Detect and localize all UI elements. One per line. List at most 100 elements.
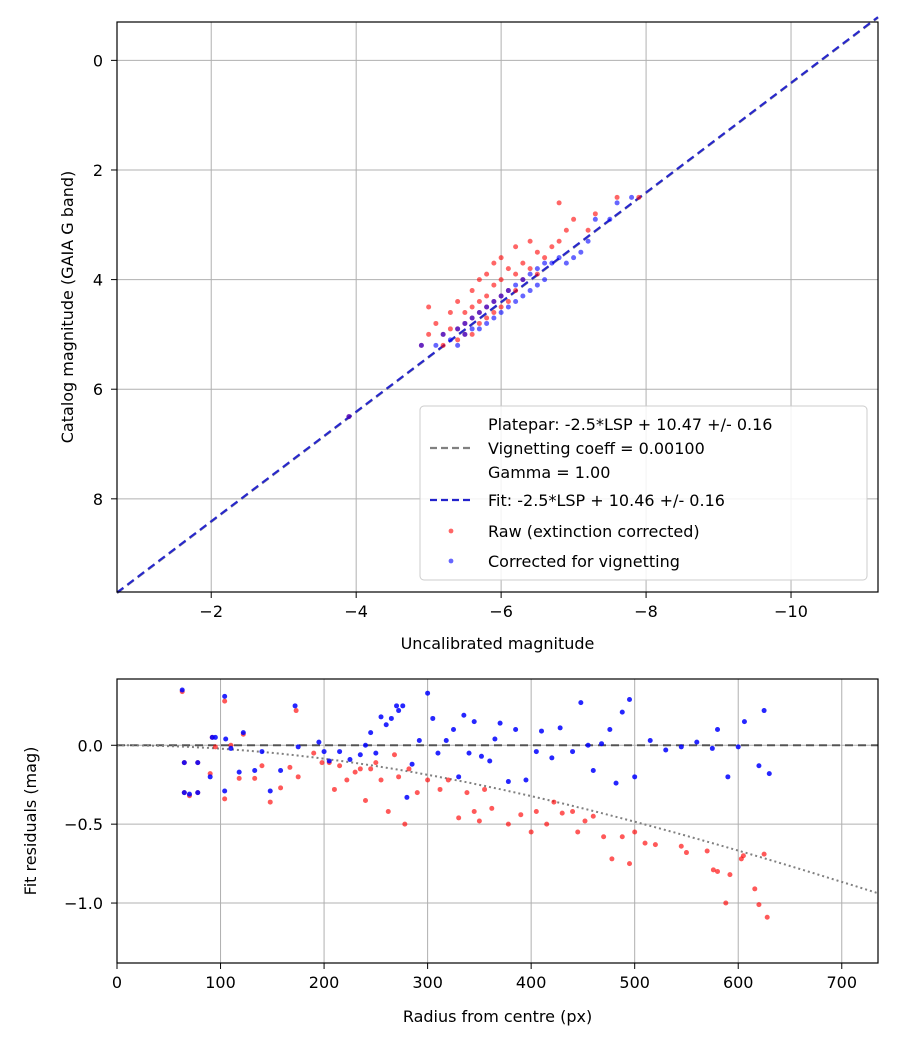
raw-residual-point bbox=[756, 902, 762, 908]
top-lines bbox=[116, 16, 879, 594]
raw-residual-point bbox=[609, 856, 615, 862]
top-y-tick-label: 2 bbox=[93, 161, 103, 180]
bottom-x-tick-label: 200 bbox=[309, 973, 340, 992]
bottom-panel: 0 100 200 300 400 500 600 700 0.0 −0.5 −1.0 Radius… bbox=[21, 678, 879, 1026]
corrected-residual-point bbox=[373, 750, 379, 756]
corrected-residual-point bbox=[357, 752, 363, 758]
corrected-residual-point bbox=[394, 703, 400, 709]
corrected-residual-point bbox=[267, 788, 273, 794]
raw-point bbox=[498, 277, 504, 283]
bottom-x-axis-label: Radius from centre (px) bbox=[403, 1007, 592, 1026]
raw-residual-point bbox=[482, 786, 488, 792]
corrected-residual-point bbox=[259, 749, 265, 755]
bottom-x-tick-label: 400 bbox=[516, 973, 547, 992]
corrected-residual-point bbox=[456, 774, 462, 780]
corrected-point bbox=[433, 342, 439, 348]
corrected-residual-point bbox=[443, 738, 449, 744]
raw-residual-point bbox=[368, 766, 374, 772]
raw-residual-point bbox=[391, 752, 397, 758]
raw-point bbox=[469, 331, 475, 337]
corrected-residual-point bbox=[599, 741, 605, 747]
raw-residual-point bbox=[570, 809, 576, 815]
raw-point bbox=[614, 194, 620, 200]
raw-point bbox=[476, 299, 482, 305]
raw-residual-point bbox=[727, 872, 733, 878]
corrected-residual-point bbox=[212, 734, 218, 740]
raw-residual-point bbox=[575, 829, 581, 835]
raw-point bbox=[592, 211, 598, 217]
raw-point bbox=[491, 309, 497, 315]
corrected-residual-point bbox=[278, 768, 284, 774]
raw-residual-point bbox=[456, 815, 462, 821]
raw-residual-point bbox=[582, 818, 588, 824]
corrected-residual-point bbox=[549, 755, 555, 761]
raw-residual-point bbox=[683, 850, 689, 856]
corrected-point bbox=[346, 414, 352, 420]
corrected-point bbox=[484, 304, 490, 310]
corrected-residual-point bbox=[766, 771, 772, 777]
corrected-point bbox=[520, 293, 526, 299]
raw-residual-point bbox=[293, 708, 299, 714]
raw-residual-point bbox=[528, 829, 534, 835]
corrected-point bbox=[484, 320, 490, 326]
raw-residual-point bbox=[723, 900, 729, 906]
corrected-point bbox=[505, 288, 511, 294]
raw-point bbox=[498, 255, 504, 261]
raw-residual-point bbox=[471, 809, 477, 815]
corrected-residual-point bbox=[497, 720, 503, 726]
corrected-point bbox=[498, 309, 504, 315]
raw-residual-point bbox=[259, 763, 265, 769]
top-y-tick-label: 4 bbox=[93, 271, 103, 290]
corrected-residual-point bbox=[435, 750, 441, 756]
raw-residual-point bbox=[740, 853, 746, 859]
corrected-residual-point bbox=[585, 742, 591, 748]
corrected-point bbox=[592, 216, 598, 222]
raw-residual-point bbox=[601, 834, 607, 840]
raw-residual-point bbox=[464, 790, 470, 796]
top-y-tick-label: 6 bbox=[93, 380, 103, 399]
corrected-residual-point bbox=[735, 744, 741, 750]
corrected-residual-point bbox=[326, 758, 332, 764]
corrected-residual-point bbox=[207, 774, 213, 780]
corrected-residual-point bbox=[425, 690, 431, 696]
raw-point bbox=[534, 249, 540, 255]
raw-point bbox=[476, 277, 482, 283]
raw-residual-point bbox=[402, 821, 408, 827]
corrected-point bbox=[462, 320, 468, 326]
raw-point bbox=[571, 216, 577, 222]
raw-residual-point bbox=[337, 763, 343, 769]
corrected-residual-point bbox=[756, 763, 762, 769]
raw-residual-point bbox=[632, 829, 638, 835]
corrected-point bbox=[418, 342, 424, 348]
bottom-y-tick-label: 0.0 bbox=[78, 736, 103, 755]
raw-residual-point bbox=[396, 774, 402, 780]
legend-platepar-line1: Platepar: -2.5*LSP + 10.47 +/- 0.16 bbox=[488, 415, 772, 434]
raw-residual-point bbox=[362, 797, 368, 803]
raw-residual-point bbox=[222, 796, 228, 802]
bottom-ticks: 0 100 200 300 400 500 600 700 0.0 −0.5 −1.0 bbox=[64, 736, 857, 992]
top-y-tick-label: 8 bbox=[93, 490, 103, 509]
corrected-residual-point bbox=[181, 790, 187, 796]
raw-residual-point bbox=[222, 698, 228, 704]
corrected-residual-point bbox=[195, 760, 201, 766]
corrected-point bbox=[534, 282, 540, 288]
raw-residual-point bbox=[752, 886, 758, 892]
corrected-residual-point bbox=[228, 745, 234, 751]
corrected-residual-point bbox=[292, 703, 298, 709]
corrected-residual-point bbox=[539, 728, 545, 734]
corrected-residual-point bbox=[647, 738, 653, 744]
corrected-residual-point bbox=[694, 739, 700, 745]
corrected-point bbox=[549, 260, 555, 266]
raw-point bbox=[426, 331, 432, 337]
bottom-x-tick-label: 500 bbox=[619, 973, 650, 992]
corrected-residual-point bbox=[295, 744, 301, 750]
corrected-residual-point bbox=[632, 774, 638, 780]
legend-corrected-swatch bbox=[448, 558, 454, 564]
top-x-tick-label: −8 bbox=[634, 602, 658, 621]
raw-residual-point bbox=[319, 760, 325, 766]
raw-residual-point bbox=[278, 785, 284, 791]
corrected-residual-point bbox=[450, 726, 456, 732]
raw-residual-point bbox=[476, 818, 482, 824]
corrected-residual-point bbox=[578, 700, 584, 706]
fit-line bbox=[116, 16, 879, 594]
